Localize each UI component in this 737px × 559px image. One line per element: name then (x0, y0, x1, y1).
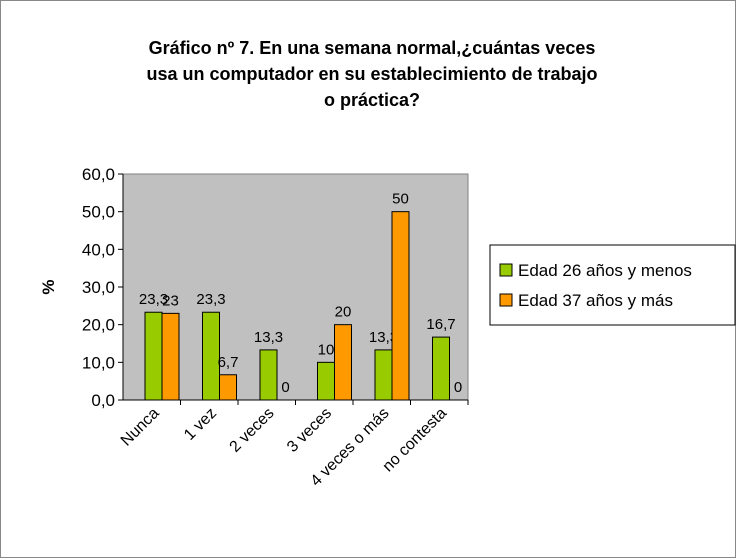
bar (161, 312, 180, 401)
data-label: 13,3 (254, 329, 283, 346)
data-label: 10 (318, 341, 335, 358)
y-axis-label: % (39, 279, 58, 294)
bar (317, 361, 335, 401)
plot-area (122, 173, 469, 401)
legend-label: Edad 26 años y menos (518, 261, 692, 280)
chart-title: o práctica? (324, 90, 420, 110)
data-label: 0 (281, 379, 289, 396)
data-label: 20 (335, 304, 352, 321)
y-tick-label: 20,0 (82, 316, 115, 335)
legend-swatch (499, 293, 513, 307)
bar (202, 311, 220, 401)
legend-swatch (499, 263, 513, 277)
chart-title: Gráfico nº 7. En una semana normal,¿cuán… (149, 38, 596, 58)
bar (259, 349, 278, 401)
data-label: 23 (162, 292, 179, 309)
bar (374, 349, 393, 401)
data-label: 6,7 (218, 354, 239, 371)
bar (391, 211, 410, 401)
data-label: 23,3 (196, 291, 225, 308)
y-tick-label: 40,0 (82, 240, 115, 259)
y-tick-label: 0,0 (91, 391, 115, 410)
y-tick-label: 10,0 (82, 353, 115, 372)
legend-box (489, 244, 736, 326)
chart-title: usa un computador en su establecimiento … (146, 64, 597, 84)
y-tick-label: 50,0 (82, 203, 115, 222)
bar (219, 374, 237, 401)
bar (432, 336, 450, 401)
bar (144, 311, 163, 401)
data-label: 13,3 (369, 329, 398, 346)
y-tick-label: 30,0 (82, 278, 115, 297)
legend-label: Edad 37 años y más (518, 291, 673, 310)
y-tick-label: 60,0 (82, 165, 115, 184)
data-label: 16,7 (426, 316, 455, 333)
bar (334, 324, 352, 401)
data-label: 50 (392, 191, 409, 208)
data-label: 23,3 (139, 291, 168, 308)
data-label: 0 (454, 379, 462, 396)
